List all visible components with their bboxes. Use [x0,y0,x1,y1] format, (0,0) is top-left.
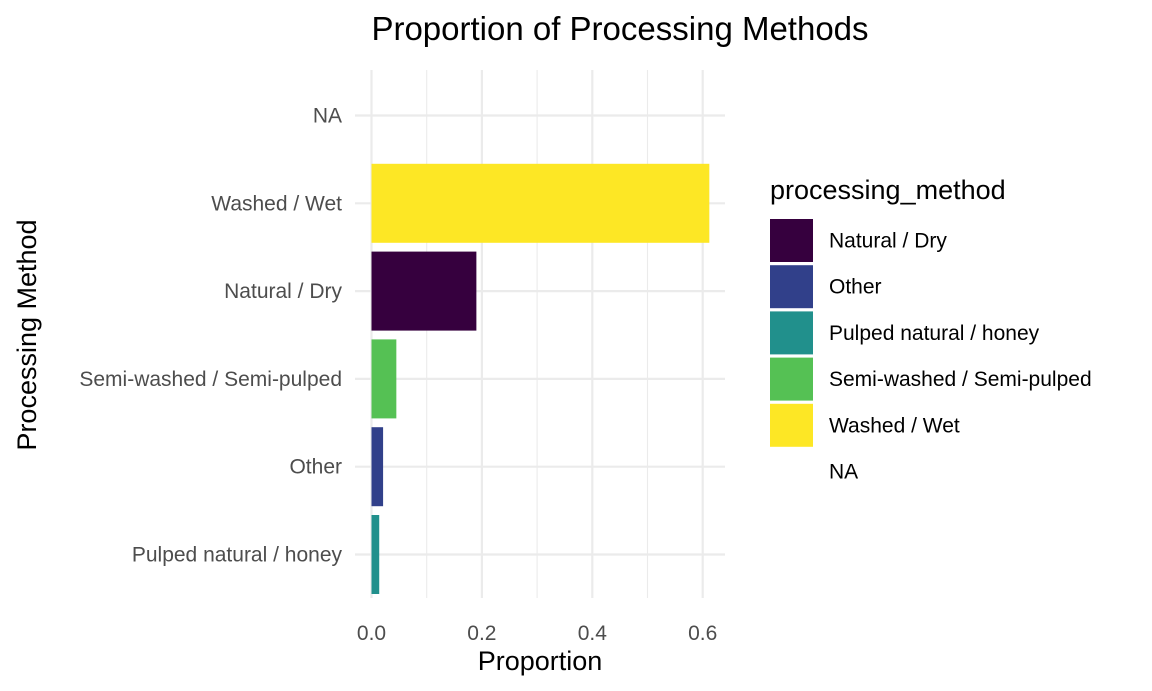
y-tick-labels: Pulped natural / honey Other Semi-washed /… [79,105,342,567]
bar [371,427,384,507]
bar [371,251,477,331]
legend-label: Pulped natural / honey [829,322,1040,345]
y-tick-label: Semi-washed / Semi-pulped [79,368,342,391]
legend: processing_method Natural / Dry Other Pulp… [770,175,1092,493]
legend-label: NA [829,461,858,484]
y-tick-label: Other [289,456,342,479]
x-tick-label: 0.2 [467,622,496,645]
legend-key [770,219,813,262]
y-tick-label: Natural / Dry [224,280,342,303]
x-tick-label: 0.0 [357,622,386,645]
legend-label: Natural / Dry [829,230,947,253]
gridlines [355,70,725,598]
bar [371,339,397,419]
y-tick-label: Washed / Wet [211,192,342,215]
legend-title: processing_method [770,175,1006,205]
x-tick-label: 0.6 [688,622,717,645]
legend-key [770,450,813,493]
legend-label: Other [829,276,882,299]
y-tick-label: NA [313,105,342,128]
legend-label: Washed / Wet [829,414,960,437]
bar [371,515,380,594]
x-axis-title: Proportion [478,646,603,676]
legend-label: Semi-washed / Semi-pulped [829,368,1092,391]
legend-key [770,311,813,355]
bar [371,163,710,243]
bars [371,163,710,594]
legend-key [770,265,813,309]
x-tick-labels: 0.0 0.2 0.4 0.6 [357,622,717,645]
chart-title: Proportion of Processing Methods [371,10,868,47]
legend-key [770,357,813,401]
y-axis-title: Processing Method [12,219,42,450]
legend-items: Natural / Dry Other Pulped natural / honey… [770,219,1092,493]
x-tick-label: 0.4 [578,622,608,645]
y-tick-label: Pulped natural / honey [132,544,343,567]
legend-key [770,403,813,447]
